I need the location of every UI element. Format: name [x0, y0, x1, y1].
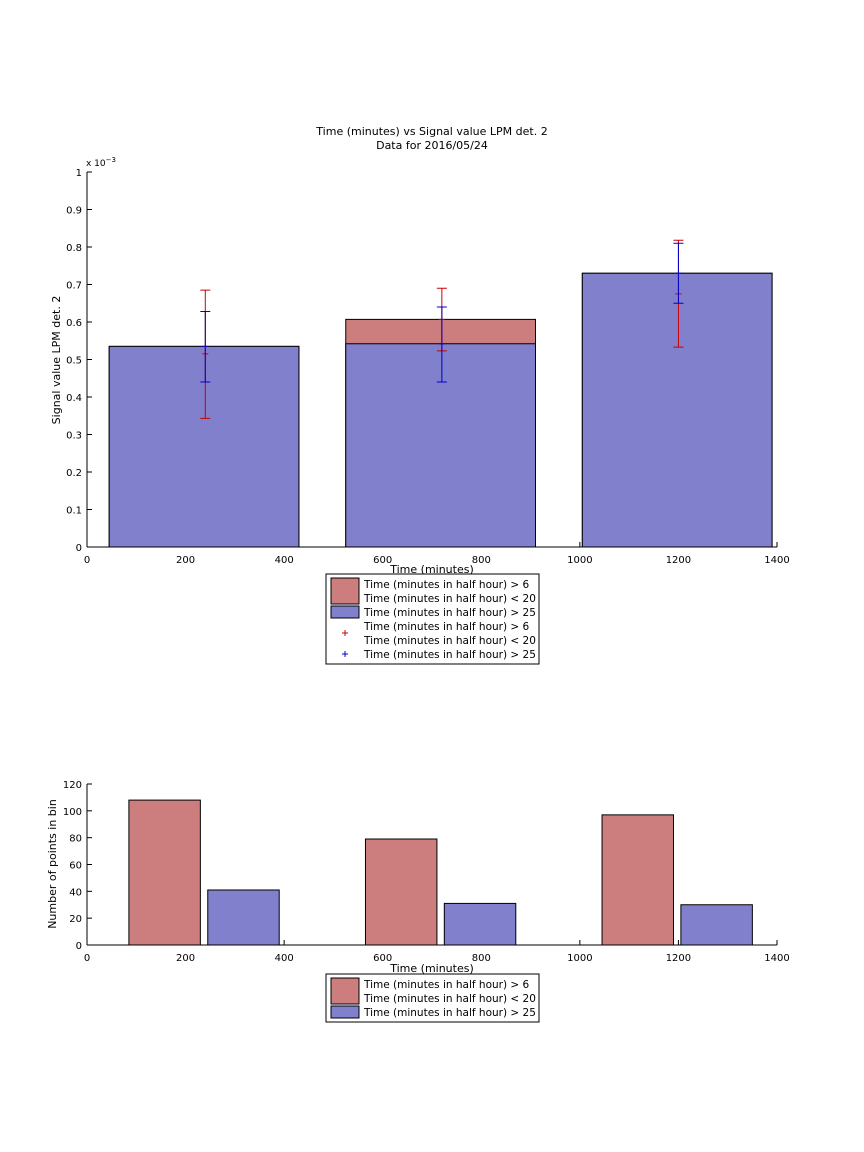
y-axis-exponent-base: x 10 — [86, 159, 106, 169]
x-tick-label: 200 — [176, 953, 195, 964]
bar — [108, 345, 300, 548]
legend-label: Time (minutes in half hour) < 20 — [363, 993, 536, 1005]
y-tick-label: 20 — [69, 914, 82, 925]
legend-label: Time (minutes in half hour) > 6 — [363, 579, 530, 591]
x-tick-label: 1000 — [567, 953, 592, 964]
y-tick-label: 80 — [69, 834, 82, 845]
y-tick-label: 0.4 — [66, 393, 82, 404]
y-tick-label: 0.3 — [66, 431, 82, 442]
x-tick-label: 400 — [275, 953, 294, 964]
x-tick-label: 1200 — [666, 953, 691, 964]
legend-swatch — [330, 577, 360, 605]
y-axis-exponent-power: −3 — [106, 156, 116, 164]
x-tick-label: 800 — [472, 953, 491, 964]
legend-swatch — [330, 605, 360, 619]
y-tick-label: 0.5 — [66, 356, 82, 367]
x-tick-label: 600 — [373, 953, 392, 964]
y-tick-label: 0.7 — [66, 281, 82, 292]
bottom-x-axis-label: Time (minutes) — [389, 962, 474, 975]
legend-box — [325, 973, 540, 1023]
x-tick-label: 400 — [275, 555, 294, 566]
x-tick-label: 1400 — [764, 953, 789, 964]
x-tick-label: 1400 — [764, 555, 789, 566]
y-tick-label: 0.1 — [66, 506, 82, 517]
chart-title: Time (minutes) vs Signal value LPM det. … — [315, 125, 547, 138]
y-tick-label: 120 — [63, 780, 82, 791]
legend-label: Time (minutes in half hour) < 20 — [363, 593, 536, 605]
legend-label: Time (minutes in half hour) > 6 — [363, 621, 530, 633]
bar — [581, 272, 773, 548]
y-tick-label: 0 — [76, 941, 82, 952]
y-tick-label: 0.2 — [66, 468, 82, 479]
bottom-y-axis-label: Number of points in bin — [46, 799, 59, 929]
top-plot-area: 0 0.1 0.2 0.3 0.4 0.5 0.6 0.7 0.8 0.9 1 0 200 400 600 8… — [66, 168, 790, 566]
legend-label: Time (minutes in half hour) < 20 — [363, 635, 536, 647]
y-tick-label: 0.8 — [66, 243, 82, 254]
legend-label: Time (minutes in half hour) > 25 — [363, 607, 536, 619]
bar — [364, 838, 438, 946]
y-tick-label: 60 — [69, 861, 82, 872]
x-tick-label: 0 — [84, 555, 90, 566]
bar — [207, 889, 280, 946]
bar — [443, 902, 517, 946]
top-y-axis-label: Signal value LPM det. 2 — [50, 296, 63, 425]
y-tick-label: 0 — [76, 543, 82, 554]
legend-swatch — [330, 1005, 360, 1019]
chart-subtitle: Data for 2016/05/24 — [376, 139, 488, 152]
legend-label: Time (minutes in half hour) > 6 — [363, 979, 530, 991]
legend-box — [325, 573, 540, 665]
legend-swatch — [330, 977, 360, 1005]
y-tick-label: 0.6 — [66, 318, 82, 329]
y-tick-label: 0.9 — [66, 206, 82, 217]
bar — [680, 904, 753, 946]
bar — [128, 799, 201, 946]
bottom-legend: Time (minutes in half hour) > 6 Time (min… — [325, 973, 540, 1023]
legend-label: Time (minutes in half hour) > 25 — [363, 649, 536, 661]
x-tick-label: 1000 — [567, 555, 592, 566]
x-tick-label: 600 — [373, 555, 392, 566]
top-x-axis-label: Time (minutes) — [389, 563, 474, 576]
y-tick-label: 1 — [76, 168, 82, 179]
x-tick-label: 0 — [84, 953, 90, 964]
x-tick-label: 1200 — [666, 555, 691, 566]
y-axis-exponent: x 10−3 — [86, 156, 116, 169]
x-tick-label: 200 — [176, 555, 195, 566]
bar — [345, 343, 536, 548]
top-legend: Time (minutes in half hour) > 6 Time (min… — [325, 573, 540, 665]
x-tick-label: 800 — [472, 555, 491, 566]
legend-label: Time (minutes in half hour) > 25 — [363, 1007, 536, 1019]
y-tick-label: 40 — [69, 887, 82, 898]
y-tick-label: 100 — [63, 807, 82, 818]
bar — [601, 814, 674, 946]
